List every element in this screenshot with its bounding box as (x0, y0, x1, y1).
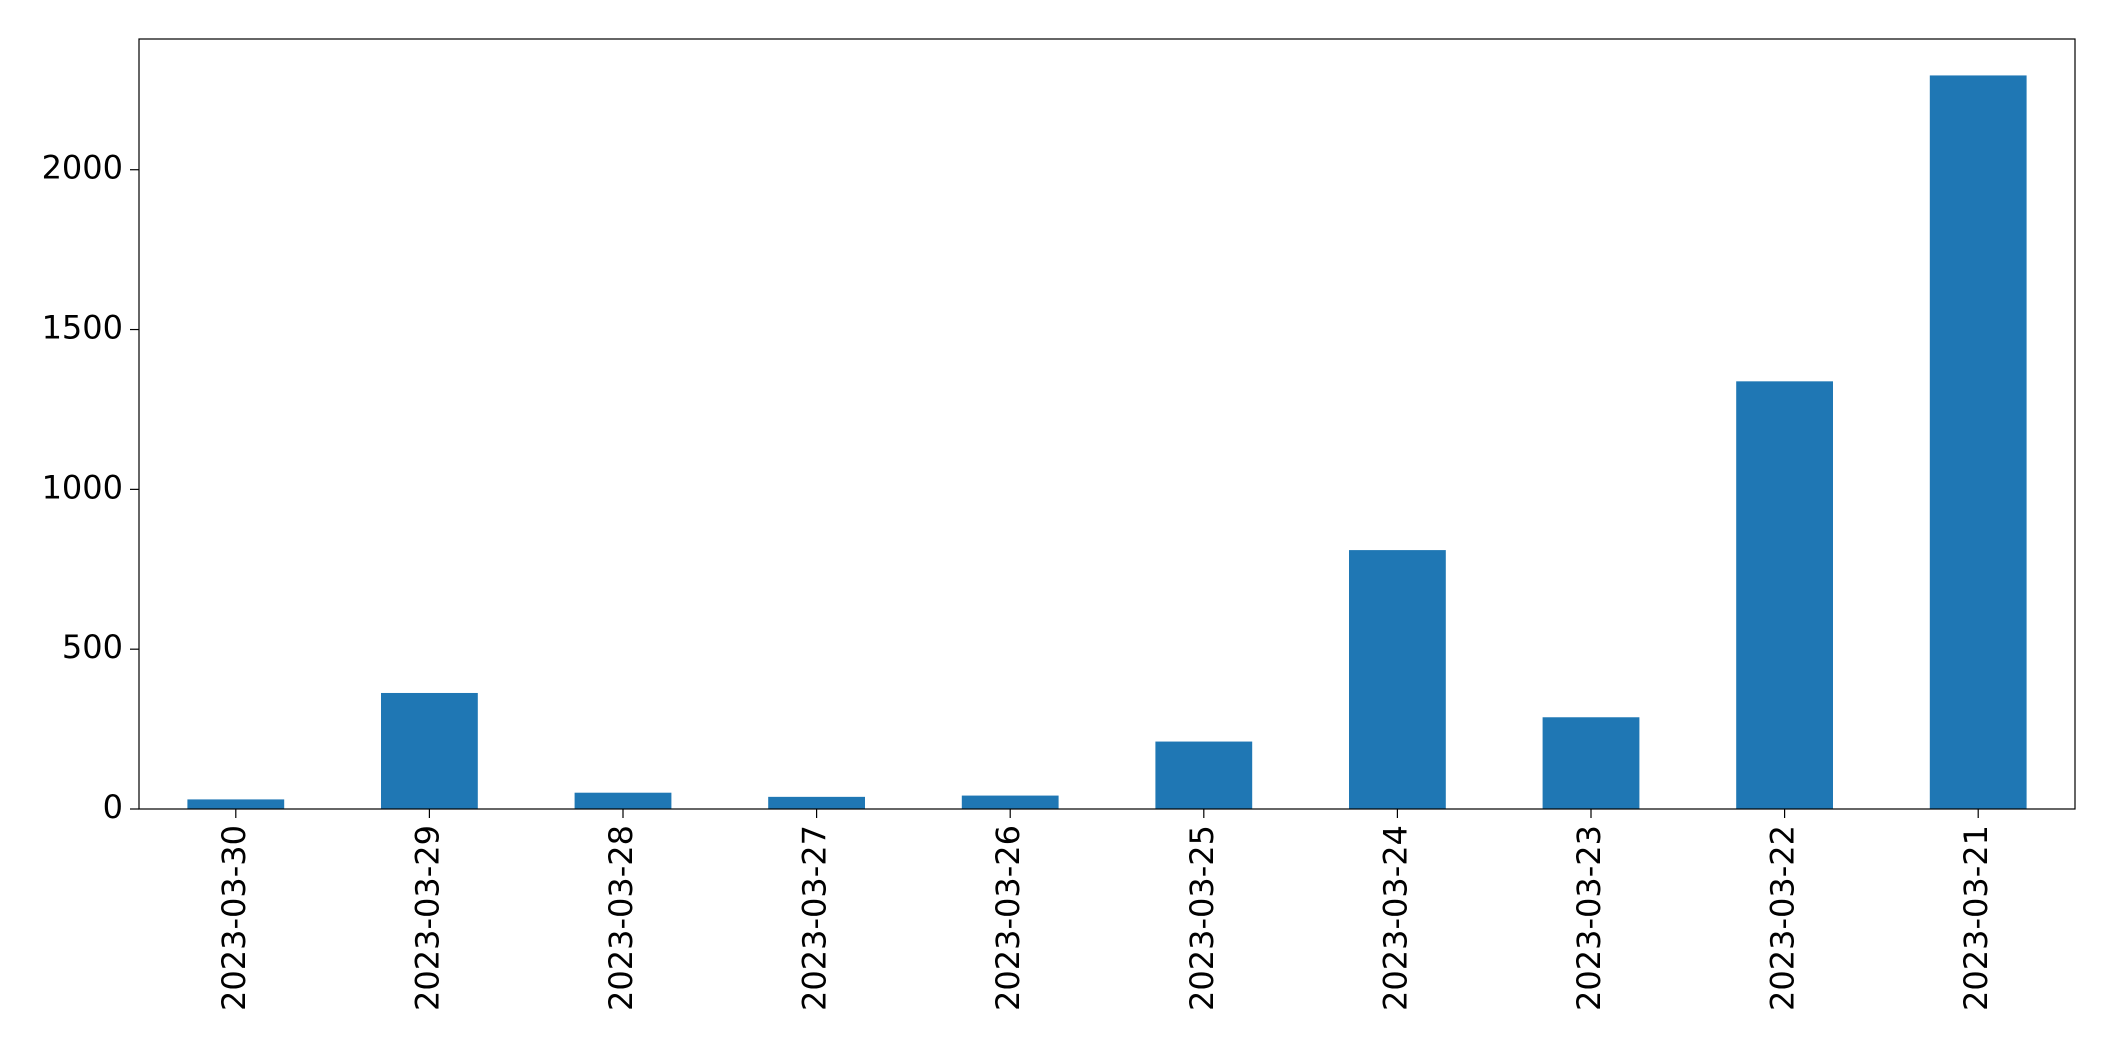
x-tick-label: 2023-03-28 (602, 825, 640, 1011)
y-tick-label: 1000 (42, 468, 123, 506)
bar (1929, 75, 2027, 809)
x-tick-label: 2023-03-25 (1183, 825, 1221, 1011)
bar (1736, 381, 1833, 809)
plot-frame (138, 38, 2076, 810)
x-tick-label: 2023-03-27 (796, 825, 834, 1011)
x-tick-label: 2023-03-29 (408, 825, 446, 1011)
bar (381, 692, 478, 809)
bar (187, 799, 285, 809)
y-tick-label: 2000 (42, 149, 123, 187)
bar (1349, 550, 1446, 809)
x-tick-label: 2023-03-30 (215, 825, 253, 1011)
x-tick-label: 2023-03-23 (1570, 825, 1608, 1011)
bar (1542, 717, 1640, 809)
x-tick-label: 2023-03-26 (989, 825, 1027, 1011)
y-tick-label: 0 (103, 788, 123, 826)
y-tick-label: 1500 (42, 309, 123, 347)
x-tick-label: 2023-03-24 (1376, 825, 1414, 1011)
bar (961, 795, 1059, 809)
bar (768, 796, 865, 809)
bar (574, 792, 672, 809)
bar (1155, 741, 1253, 809)
y-tick-label: 500 (62, 628, 123, 666)
x-tick-label: 2023-03-21 (1957, 825, 1995, 1011)
x-tick-label: 2023-03-22 (1764, 825, 1802, 1011)
